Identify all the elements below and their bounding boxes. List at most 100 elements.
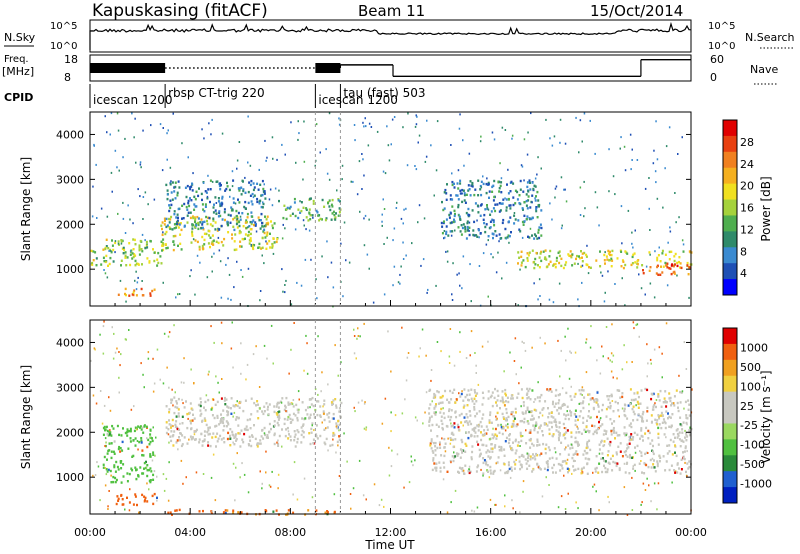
colorbar-swatch [723,359,737,377]
heatmap-cell [221,195,224,199]
heatmap-cell [494,503,496,506]
heatmap-cell [328,420,331,423]
heatmap-cell [173,430,176,433]
heatmap-cell [575,116,577,119]
heatmap-cell [244,200,247,204]
heatmap-cell [284,404,287,408]
heatmap-cell [548,484,550,486]
heatmap-cell [506,236,509,239]
heatmap-cell [494,433,497,436]
heatmap-cell [286,206,289,210]
heatmap-cell [510,180,513,184]
heatmap-cell [304,258,307,261]
heatmap-cell [93,347,96,350]
heatmap-cell [334,218,337,221]
heatmap-cell [448,401,451,404]
heatmap-cell [469,194,472,197]
heatmap-cell [325,437,328,441]
heatmap-cell [167,511,170,514]
freq-trace [90,58,691,78]
heatmap-cell [102,325,105,328]
heatmap-cell [315,278,317,281]
heatmap-cell [450,221,453,224]
heatmap-cell [108,490,110,492]
heatmap-cell [522,208,524,211]
heatmap-cell [361,399,363,402]
heatmap-cell [418,355,420,358]
heatmap-cell [120,259,123,262]
heatmap-cell [221,132,224,135]
heatmap-cell [300,433,303,437]
heatmap-cell [239,245,241,248]
heatmap-cell [482,474,484,477]
heatmap-cell [324,442,327,446]
heatmap-cell [615,464,618,468]
heatmap-cell [508,438,511,441]
heatmap-cell [380,498,383,501]
heatmap-cell [653,482,656,485]
heatmap-cell [217,236,220,239]
heatmap-cell [264,433,266,437]
heatmap-cell [599,265,602,268]
heatmap-cell [513,460,516,464]
heatmap-cell [378,504,381,507]
heatmap-cell [453,220,456,223]
heatmap-cell [177,397,180,401]
heatmap-cell [570,443,573,446]
heatmap-cell [598,462,601,465]
heatmap-cell [577,427,579,430]
heatmap-cell [588,393,591,396]
heatmap-cell [609,457,612,460]
heatmap-cell [171,418,174,422]
heatmap-cell [425,354,427,357]
heatmap-cell [189,422,192,425]
heatmap-cell [242,225,245,228]
heatmap-cell [410,460,413,463]
heatmap-cell [142,294,145,297]
heatmap-cell [536,440,539,443]
heatmap-cell [193,430,196,433]
heatmap-cell [338,475,341,477]
heatmap-cell [498,190,501,193]
heatmap-cell [484,208,487,211]
heatmap-cell [578,415,581,418]
heatmap-cell [579,214,582,216]
heatmap-cell [631,509,634,511]
heatmap-cell [208,230,211,233]
heatmap-cell [192,413,194,416]
heatmap-cell [616,462,619,465]
heatmap-cell [630,263,633,267]
heatmap-cell [153,382,156,385]
heatmap-cell [176,426,178,429]
heatmap-cell [498,187,501,190]
heatmap-cell [531,414,534,417]
heatmap-cell [107,264,109,267]
heatmap-cell [480,438,483,442]
heatmap-cell [624,453,627,457]
colorbar-tick-label: 25 [740,400,754,413]
heatmap-cell [601,423,604,426]
heatmap-cell [576,442,579,445]
heatmap-cell [250,222,253,226]
heatmap-cell [336,189,338,192]
heatmap-cell [208,370,210,373]
heatmap-cell [502,416,505,419]
heatmap-cell [333,213,336,217]
heatmap-cell [550,411,553,414]
heatmap-cell [473,234,476,237]
heatmap-cell [168,461,170,464]
heatmap-cell [435,466,438,469]
heatmap-cell [128,501,131,504]
heatmap-cell [571,264,574,267]
heatmap-cell [219,204,222,208]
heatmap-cell [400,217,403,220]
heatmap-cell [476,465,479,469]
heatmap-cell [451,198,454,201]
heatmap-cell [264,236,267,239]
heatmap-cell [591,424,594,427]
heatmap-cell [273,424,276,427]
heatmap-cell [219,182,222,185]
heatmap-cell [240,193,243,196]
heatmap-cell [546,460,549,463]
heatmap-cell [493,396,496,400]
